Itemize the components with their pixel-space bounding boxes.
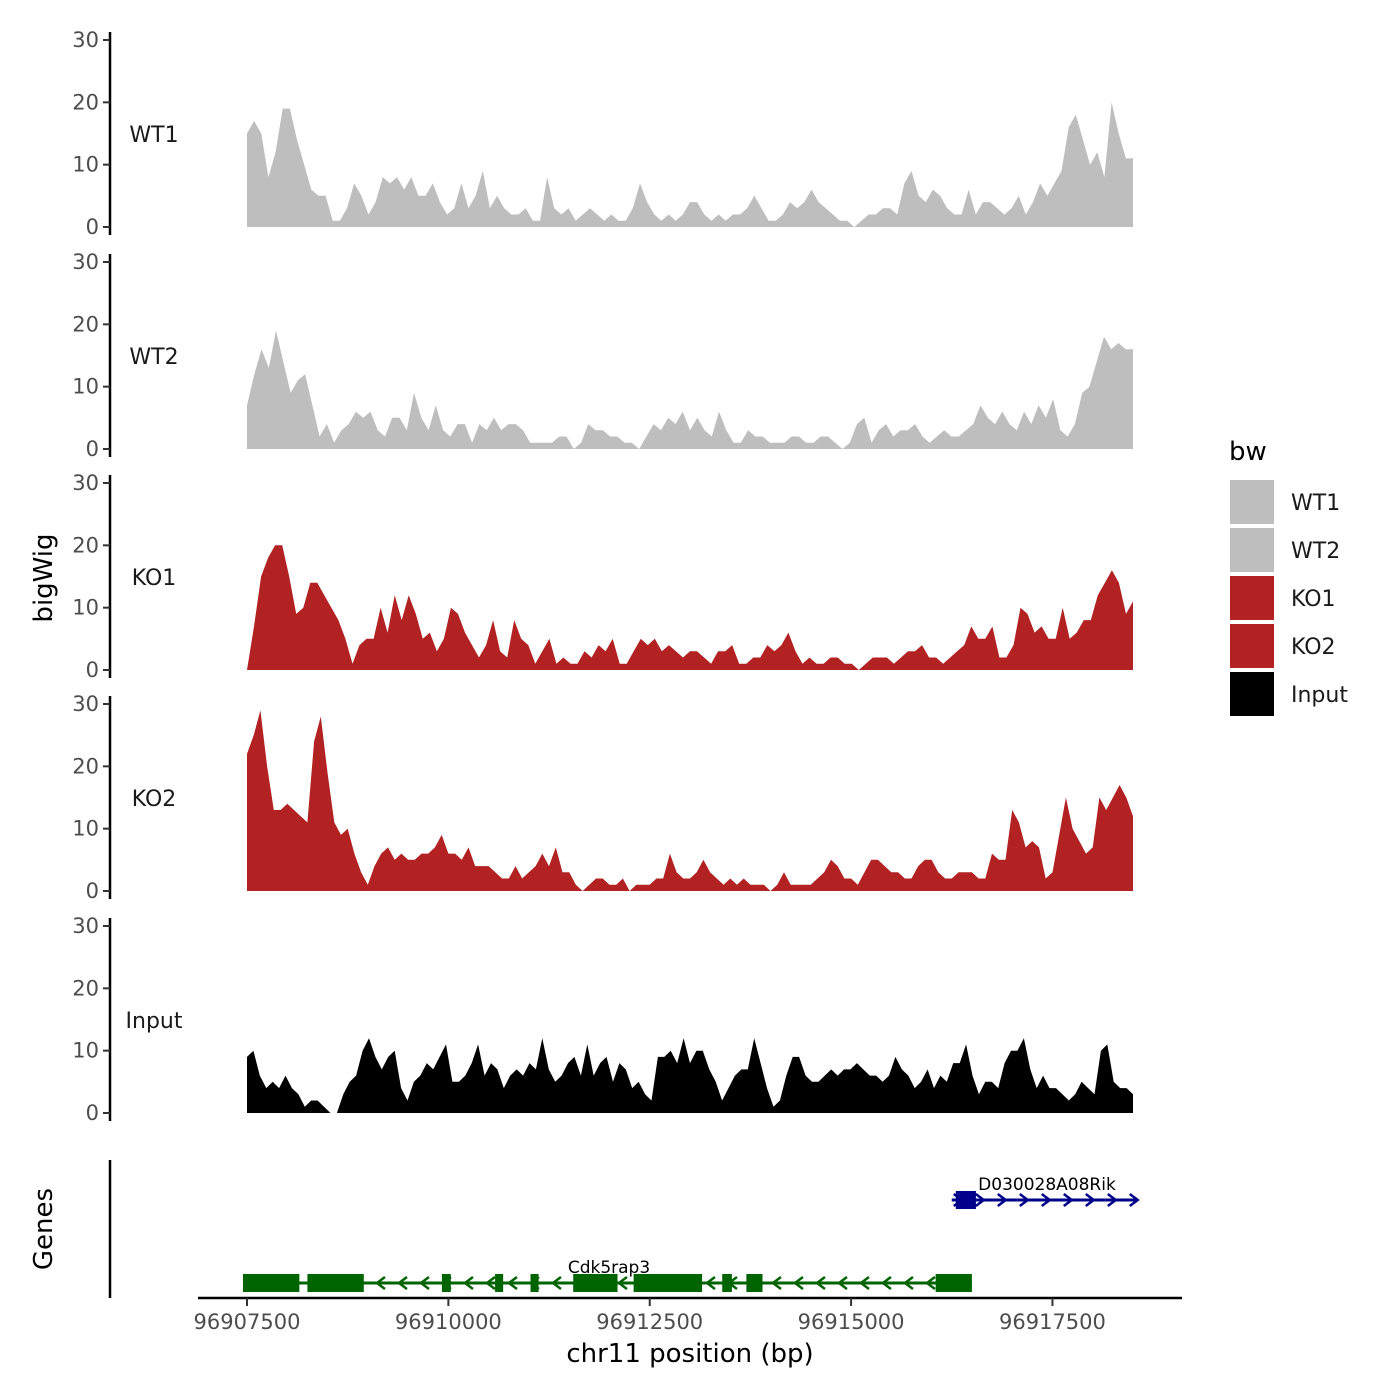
strand-chevron bbox=[792, 1276, 804, 1290]
strand-chevron bbox=[997, 1193, 1008, 1207]
strand-chevron bbox=[836, 1276, 848, 1290]
coverage-area-ko1 bbox=[247, 545, 1133, 670]
y-tick-label: 30 bbox=[72, 692, 99, 716]
gene-track: 96907500 96910000 96912500 96915000 96917500… bbox=[108, 1160, 1182, 1334]
legend-label-wt1: WT1 bbox=[1291, 491, 1340, 516]
legend-label-ko1: KO1 bbox=[1291, 587, 1336, 612]
legend-key-ko1 bbox=[1230, 576, 1274, 620]
x-tick-label: 96910000 bbox=[395, 1310, 502, 1334]
track-wt2: 0 10 20 30 WT2 bbox=[72, 250, 1133, 461]
track-label-wt2: WT2 bbox=[129, 345, 178, 370]
coverage-area-wt2 bbox=[247, 330, 1133, 449]
strand-chevron bbox=[770, 1276, 782, 1290]
genes-axis-title: Genes bbox=[29, 1188, 59, 1270]
gene-label: D030028A08Rik bbox=[978, 1175, 1116, 1195]
exon bbox=[530, 1274, 539, 1292]
strand-chevron bbox=[902, 1276, 914, 1290]
legend: bw WT1 WT2 KO1 KO2 Input bbox=[1229, 437, 1348, 716]
strand-chevron bbox=[1085, 1193, 1096, 1207]
strand-chevron bbox=[506, 1276, 518, 1290]
legend-key-ko2 bbox=[1230, 624, 1274, 668]
y-tick-label: 30 bbox=[72, 28, 99, 52]
y-tick-label: 0 bbox=[86, 1101, 99, 1125]
exon bbox=[722, 1274, 732, 1292]
coverage-area-input bbox=[247, 1038, 1133, 1113]
y-tick-label: 30 bbox=[72, 471, 99, 495]
legend-key-input bbox=[1230, 672, 1274, 716]
strand-chevron bbox=[1129, 1193, 1140, 1207]
gene-d030028a08rik: D030028A08Rik bbox=[951, 1175, 1140, 1209]
gene-cdk5rap3: Cdk5rap3 bbox=[242, 1258, 972, 1292]
strand-chevron bbox=[396, 1276, 408, 1290]
strand-chevron bbox=[858, 1276, 870, 1290]
strand-chevron bbox=[704, 1276, 716, 1290]
track-label-ko1: KO1 bbox=[132, 566, 177, 591]
x-tick-label: 96907500 bbox=[194, 1310, 301, 1334]
y-tick-label: 10 bbox=[72, 1039, 99, 1063]
exon bbox=[633, 1274, 703, 1292]
track-ko1: 0 10 20 30 KO1 bbox=[72, 471, 1133, 682]
y-tick-label: 10 bbox=[72, 375, 99, 399]
strand-chevron bbox=[1019, 1193, 1030, 1207]
legend-key-wt1 bbox=[1230, 480, 1274, 524]
strand-chevron bbox=[462, 1276, 474, 1290]
exon bbox=[746, 1274, 763, 1292]
x-axis-title: chr11 position (bp) bbox=[566, 1339, 813, 1369]
y-tick-label: 0 bbox=[86, 879, 99, 903]
gene-label: Cdk5rap3 bbox=[568, 1258, 650, 1278]
y-tick-label: 0 bbox=[86, 215, 99, 239]
y-tick-label: 30 bbox=[72, 250, 99, 274]
y-tick-label: 0 bbox=[86, 437, 99, 461]
legend-label-ko2: KO2 bbox=[1291, 635, 1336, 660]
strand-chevron bbox=[1041, 1193, 1052, 1207]
strand-chevron bbox=[418, 1276, 430, 1290]
x-tick-label: 96912500 bbox=[596, 1310, 703, 1334]
x-tick-label: 96915000 bbox=[798, 1310, 905, 1334]
strand-chevron bbox=[374, 1276, 386, 1290]
legend-title: bw bbox=[1229, 437, 1267, 467]
exon bbox=[573, 1274, 618, 1292]
exon bbox=[242, 1274, 300, 1292]
coverage-area-wt1 bbox=[247, 102, 1133, 227]
y-tick-label: 20 bbox=[72, 533, 99, 557]
track-ko2: 0 10 20 30 KO2 bbox=[72, 692, 1133, 903]
strand-chevron bbox=[1107, 1193, 1118, 1207]
track-input: 0 10 20 30 Input bbox=[72, 914, 1133, 1125]
y-tick-label: 20 bbox=[72, 754, 99, 778]
legend-label-input: Input bbox=[1291, 683, 1348, 708]
legend-key-wt2 bbox=[1230, 528, 1274, 572]
strand-chevron bbox=[616, 1276, 628, 1290]
y-axis-title: bigWig bbox=[29, 533, 59, 622]
strand-chevron bbox=[975, 1193, 986, 1207]
coverage-tracks: 0 10 20 30 WT1 0 10 20 30 WT2 0 10 20 30 KO1 0 10 20 30 KO2… bbox=[72, 28, 1133, 1125]
legend-label-wt2: WT2 bbox=[1291, 539, 1340, 564]
track-wt1: 0 10 20 30 WT1 bbox=[72, 28, 1133, 239]
y-tick-label: 10 bbox=[72, 153, 99, 177]
y-tick-label: 30 bbox=[72, 914, 99, 938]
exon bbox=[935, 1274, 972, 1292]
exon bbox=[495, 1274, 504, 1292]
y-tick-label: 20 bbox=[72, 976, 99, 1000]
strand-chevron bbox=[1063, 1193, 1074, 1207]
exon bbox=[441, 1274, 451, 1292]
track-label-input: Input bbox=[126, 1009, 183, 1034]
strand-chevron bbox=[484, 1276, 496, 1290]
strand-chevron bbox=[814, 1276, 826, 1290]
y-tick-label: 20 bbox=[72, 90, 99, 114]
exon bbox=[307, 1274, 364, 1292]
y-tick-label: 20 bbox=[72, 312, 99, 336]
strand-chevron bbox=[924, 1276, 936, 1290]
track-label-ko2: KO2 bbox=[132, 787, 177, 812]
strand-chevron bbox=[550, 1276, 562, 1290]
coverage-area-ko2 bbox=[247, 710, 1133, 891]
x-tick-label: 96917500 bbox=[999, 1310, 1106, 1334]
y-tick-label: 10 bbox=[72, 596, 99, 620]
strand-chevron bbox=[880, 1276, 892, 1290]
exon bbox=[955, 1191, 976, 1209]
track-label-wt1: WT1 bbox=[129, 123, 178, 148]
y-tick-label: 0 bbox=[86, 658, 99, 682]
y-tick-label: 10 bbox=[72, 817, 99, 841]
